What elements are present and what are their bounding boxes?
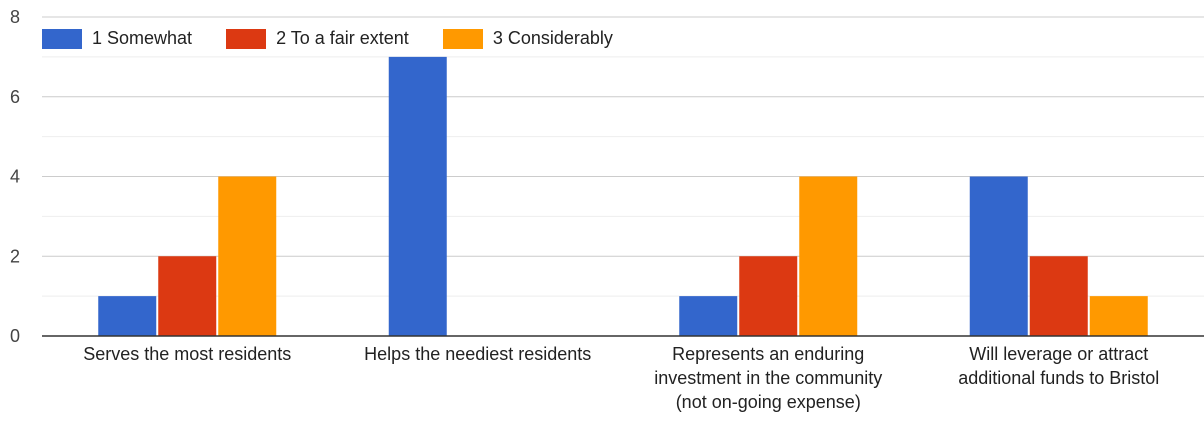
bar: [158, 256, 217, 336]
x-tick-label: (not on-going expense): [676, 392, 861, 412]
y-tick-label: 8: [10, 7, 20, 27]
legend-swatch-fair-extent: [226, 28, 267, 49]
x-tick-label: Helps the neediest residents: [364, 344, 591, 364]
y-tick-label: 2: [10, 246, 20, 266]
legend-swatch-somewhat: [42, 28, 82, 49]
legend-swatch-considerably: [442, 28, 483, 49]
legend-item-somewhat[interactable]: 1 Somewhat: [42, 28, 192, 49]
legend-label-fair-extent: 2 To a fair extent: [276, 28, 409, 48]
legend-item-fair-extent[interactable]: 2 To a fair extent: [226, 28, 409, 49]
y-tick-label: 4: [10, 167, 20, 187]
bar: [1089, 296, 1148, 336]
x-tick-label: Will leverage or attract: [969, 344, 1148, 364]
x-tick-label: additional funds to Bristol: [958, 368, 1159, 388]
y-tick-label: 0: [10, 326, 20, 346]
legend-item-considerably[interactable]: 3 Considerably: [442, 28, 613, 49]
x-tick-label: Represents an enduring: [672, 344, 864, 364]
legend: 1 Somewhat 2 To a fair extent 3 Consider…: [42, 28, 647, 49]
bar: [98, 296, 157, 336]
legend-label-somewhat: 1 Somewhat: [92, 28, 193, 48]
bar: [218, 176, 277, 336]
x-tick-label: Serves the most residents: [83, 344, 291, 364]
bar: [679, 296, 738, 336]
bar: [1029, 256, 1088, 336]
y-tick-label: 6: [10, 87, 20, 107]
legend-label-considerably: 3 Considerably: [492, 28, 613, 48]
bar: [739, 256, 798, 336]
bar: [969, 176, 1028, 336]
x-tick-label: investment in the community: [654, 368, 882, 388]
bar: [799, 176, 858, 336]
bar: [388, 56, 447, 336]
